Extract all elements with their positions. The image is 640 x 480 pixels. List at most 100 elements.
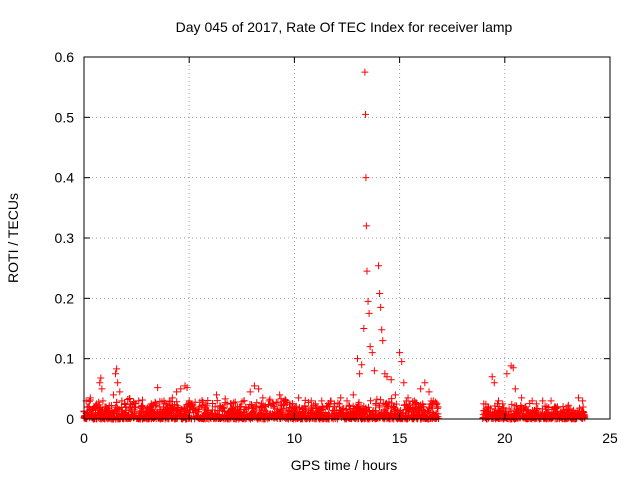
- data-point: [511, 385, 519, 393]
- band-point: [373, 395, 381, 403]
- data-point: [499, 400, 507, 408]
- band-point: [285, 403, 293, 411]
- data-point: [122, 403, 130, 411]
- y-tick-label: 0: [66, 411, 74, 427]
- data-point: [112, 370, 120, 378]
- data-point: [364, 297, 372, 305]
- data-point: [250, 382, 258, 390]
- data-point: [421, 379, 429, 387]
- data-points: [80, 68, 587, 416]
- y-tick-label: 0.4: [55, 170, 75, 186]
- data-point: [396, 349, 404, 357]
- data-point: [343, 397, 351, 405]
- data-point: [217, 403, 225, 411]
- y-tick-label: 0.6: [55, 49, 75, 65]
- band-point: [213, 397, 221, 405]
- data-point: [173, 388, 181, 396]
- data-point: [86, 394, 94, 402]
- data-point: [96, 379, 104, 387]
- x-tick-label: 5: [185, 430, 193, 446]
- band-point: [173, 398, 181, 406]
- data-point: [324, 403, 332, 411]
- data-point: [579, 397, 587, 405]
- data-band: [80, 395, 589, 423]
- data-point: [164, 404, 172, 412]
- data-point: [269, 400, 277, 408]
- x-tick-label: 10: [287, 430, 303, 446]
- x-tick-label: 15: [392, 430, 408, 446]
- data-point: [488, 373, 496, 381]
- band-point: [552, 404, 560, 412]
- data-point: [564, 403, 572, 411]
- data-point: [301, 403, 309, 411]
- band-point: [376, 403, 384, 411]
- data-point: [429, 397, 437, 405]
- data-point: [522, 403, 530, 411]
- data-point: [378, 326, 386, 334]
- data-point: [391, 391, 399, 399]
- band-point: [495, 403, 503, 411]
- data-point: [276, 391, 284, 399]
- data-point: [480, 400, 488, 408]
- band-point: [292, 402, 300, 410]
- band-point: [342, 406, 350, 414]
- band-point: [231, 398, 239, 406]
- data-point: [330, 400, 338, 408]
- data-point: [362, 110, 370, 118]
- data-point: [154, 384, 162, 392]
- data-point: [196, 403, 204, 411]
- band-point: [581, 412, 589, 420]
- band-point: [152, 399, 160, 407]
- data-point: [383, 373, 391, 381]
- data-point: [118, 397, 126, 405]
- data-point: [490, 379, 498, 387]
- data-point: [114, 379, 122, 387]
- data-point: [130, 406, 138, 414]
- data-point: [116, 388, 124, 396]
- data-point: [223, 400, 231, 408]
- data-point: [376, 290, 384, 298]
- plot-frame: [83, 56, 611, 420]
- data-point: [135, 397, 143, 405]
- data-point: [126, 400, 134, 408]
- data-point: [494, 397, 502, 405]
- data-point: [337, 394, 345, 402]
- grid: [84, 57, 610, 419]
- data-point: [282, 397, 290, 405]
- data-point: [227, 406, 235, 414]
- band-point: [195, 408, 203, 416]
- data-point: [366, 343, 374, 351]
- band-point: [579, 403, 587, 411]
- band-point: [345, 401, 353, 409]
- data-point: [105, 406, 113, 414]
- band-point: [420, 403, 428, 411]
- band-point: [173, 402, 181, 410]
- data-point: [362, 222, 370, 230]
- band-point: [152, 401, 160, 409]
- y-tick-label: 0.5: [55, 109, 75, 125]
- data-point: [208, 406, 216, 414]
- data-point: [101, 403, 109, 411]
- data-point: [156, 403, 164, 411]
- band-point: [138, 396, 146, 404]
- data-point: [404, 394, 412, 402]
- data-point: [503, 370, 511, 378]
- data-point: [97, 374, 105, 382]
- data-point: [99, 397, 107, 405]
- data-point: [168, 394, 176, 402]
- y-axis-title: ROTI / TECUs: [5, 193, 21, 283]
- data-point: [84, 403, 92, 411]
- band-point: [151, 398, 159, 406]
- data-point: [417, 385, 425, 393]
- data-point: [202, 400, 210, 408]
- band-point: [107, 402, 115, 410]
- band-point: [334, 399, 342, 407]
- data-point: [311, 400, 319, 408]
- x-axis-title: GPS time / hours: [291, 457, 398, 473]
- data-point: [484, 403, 492, 411]
- data-point: [109, 391, 117, 399]
- data-point: [255, 385, 263, 393]
- band-point: [500, 404, 508, 412]
- band-point: [204, 397, 212, 405]
